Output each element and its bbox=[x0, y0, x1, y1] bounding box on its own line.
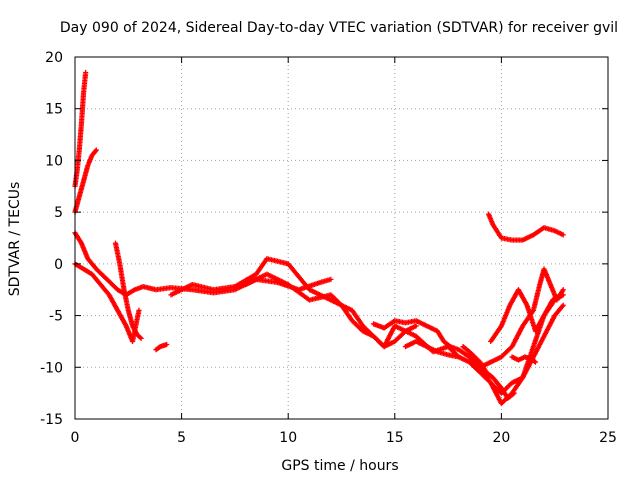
y-tick-label: 10 bbox=[45, 153, 63, 169]
series-s12 bbox=[488, 287, 564, 345]
data-point-marker bbox=[92, 148, 99, 154]
tick-layer: 0 5 10 15 20 25 -15 -10 -5 0 5 10 15 20 bbox=[40, 50, 617, 446]
data-point-marker bbox=[328, 276, 334, 282]
series-s3 bbox=[112, 240, 144, 341]
grid-layer bbox=[75, 57, 608, 419]
data-point-marker bbox=[138, 335, 144, 341]
x-tick-label: 20 bbox=[492, 430, 510, 446]
series-s2 bbox=[72, 261, 142, 345]
data-point-marker bbox=[164, 341, 170, 348]
data-point-marker bbox=[532, 359, 539, 365]
y-tick-label: 15 bbox=[45, 102, 63, 118]
x-tick-label: 10 bbox=[279, 430, 297, 446]
data-point-marker bbox=[511, 390, 517, 396]
y-tick-label: 20 bbox=[45, 50, 63, 66]
data-point-marker bbox=[558, 292, 564, 298]
series-s14 bbox=[486, 211, 566, 243]
series-s6 bbox=[242, 271, 419, 350]
data-point-marker bbox=[93, 147, 99, 153]
x-tick-label: 15 bbox=[386, 430, 404, 446]
data-point-marker bbox=[531, 358, 538, 364]
data-point-marker bbox=[83, 69, 89, 76]
x-tick-label: 25 bbox=[599, 430, 617, 446]
data-point-marker bbox=[560, 287, 566, 293]
y-tick-label: -15 bbox=[40, 412, 63, 428]
x-tick-label: 5 bbox=[177, 430, 186, 446]
y-axis-label: SDTVAR / TECUs bbox=[7, 182, 23, 297]
x-axis-label: GPS time / hours bbox=[281, 458, 398, 474]
data-point-marker bbox=[560, 302, 566, 308]
series-s13 bbox=[509, 354, 539, 365]
data-point-marker bbox=[136, 307, 142, 313]
y-tick-label: 0 bbox=[54, 257, 63, 273]
x-tick-label: 0 bbox=[71, 430, 80, 446]
plot-frame bbox=[74, 56, 609, 420]
data-point-marker bbox=[510, 391, 516, 397]
data-point-marker bbox=[413, 323, 419, 329]
series-layer bbox=[72, 69, 566, 407]
data-point-marker bbox=[137, 334, 143, 340]
series-spike-b bbox=[72, 147, 99, 215]
series-s10 bbox=[460, 344, 517, 401]
y-tick-label: -10 bbox=[40, 360, 63, 376]
series-s4 bbox=[153, 341, 170, 353]
chart-title: Day 090 of 2024, Sidereal Day-to-day VTE… bbox=[60, 20, 618, 36]
y-tick-label: 5 bbox=[54, 205, 63, 221]
y-tick-label: -5 bbox=[49, 309, 63, 325]
series-s7 bbox=[370, 318, 473, 360]
series-s1 bbox=[72, 230, 334, 298]
data-point-marker bbox=[560, 232, 566, 238]
